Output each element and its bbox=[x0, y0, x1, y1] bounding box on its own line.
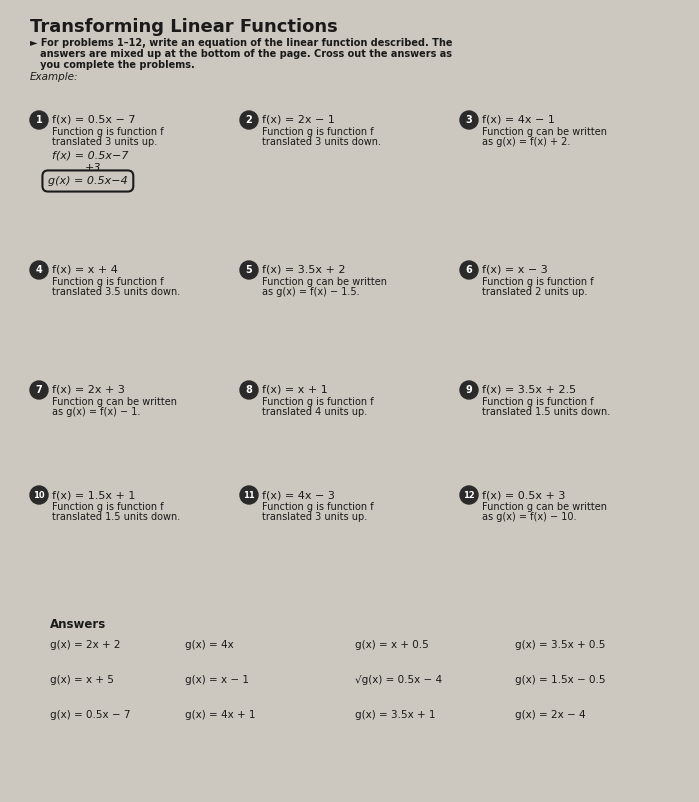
Text: 8: 8 bbox=[245, 385, 252, 395]
Text: as g(x) = f(x) − 1.: as g(x) = f(x) − 1. bbox=[52, 407, 140, 417]
Text: f(x) = 0.5x + 3: f(x) = 0.5x + 3 bbox=[482, 490, 565, 500]
Text: translated 3 units up.: translated 3 units up. bbox=[52, 137, 157, 147]
Text: 2: 2 bbox=[245, 115, 252, 125]
Text: translated 3.5 units down.: translated 3.5 units down. bbox=[52, 287, 180, 297]
Text: Function g is function f: Function g is function f bbox=[262, 502, 374, 512]
Text: 5: 5 bbox=[245, 265, 252, 275]
Text: 9: 9 bbox=[466, 385, 473, 395]
Text: translated 1.5 units down.: translated 1.5 units down. bbox=[482, 407, 610, 417]
Text: f(x) = x + 4: f(x) = x + 4 bbox=[52, 265, 118, 275]
Text: 10: 10 bbox=[33, 491, 45, 500]
Text: g(x) = x − 1: g(x) = x − 1 bbox=[185, 675, 249, 685]
Text: g(x) = 3.5x + 1: g(x) = 3.5x + 1 bbox=[355, 710, 435, 720]
Text: g(x) = x + 0.5: g(x) = x + 0.5 bbox=[355, 640, 428, 650]
Text: f(x) = 0.5x − 7: f(x) = 0.5x − 7 bbox=[52, 115, 136, 125]
Circle shape bbox=[460, 486, 478, 504]
Text: as g(x) = f(x) − 10.: as g(x) = f(x) − 10. bbox=[482, 512, 577, 522]
Text: f(x) = 0.5x−7: f(x) = 0.5x−7 bbox=[52, 150, 129, 160]
Text: translated 4 units up.: translated 4 units up. bbox=[262, 407, 367, 417]
Text: g(x) = x + 5: g(x) = x + 5 bbox=[50, 675, 114, 685]
Text: Function g can be written: Function g can be written bbox=[482, 502, 607, 512]
Text: Answers: Answers bbox=[50, 618, 106, 631]
Text: g(x) = 0.5x − 7: g(x) = 0.5x − 7 bbox=[50, 710, 131, 720]
Text: Function g is function f: Function g is function f bbox=[52, 502, 164, 512]
Text: translated 1.5 units down.: translated 1.5 units down. bbox=[52, 512, 180, 522]
Text: f(x) = x + 1: f(x) = x + 1 bbox=[262, 385, 328, 395]
Text: f(x) = 2x + 3: f(x) = 2x + 3 bbox=[52, 385, 125, 395]
Text: g(x) = 3.5x + 0.5: g(x) = 3.5x + 0.5 bbox=[515, 640, 605, 650]
Circle shape bbox=[30, 486, 48, 504]
Text: Function g is function f: Function g is function f bbox=[482, 397, 593, 407]
Text: Function g is function f: Function g is function f bbox=[262, 397, 374, 407]
Text: Function g is function f: Function g is function f bbox=[482, 277, 593, 287]
Text: g(x) = 2x + 2: g(x) = 2x + 2 bbox=[50, 640, 120, 650]
Text: Example:: Example: bbox=[30, 72, 78, 82]
Circle shape bbox=[30, 111, 48, 129]
Text: f(x) = 4x − 3: f(x) = 4x − 3 bbox=[262, 490, 335, 500]
Text: g(x) = 0.5x−4: g(x) = 0.5x−4 bbox=[48, 176, 128, 186]
Text: g(x) = 4x + 1: g(x) = 4x + 1 bbox=[185, 710, 256, 720]
Text: 12: 12 bbox=[463, 491, 475, 500]
Text: as g(x) = f(x) + 2.: as g(x) = f(x) + 2. bbox=[482, 137, 570, 147]
Circle shape bbox=[30, 261, 48, 279]
Text: translated 2 units up.: translated 2 units up. bbox=[482, 287, 587, 297]
Text: 3: 3 bbox=[466, 115, 473, 125]
Text: Function g is function f: Function g is function f bbox=[262, 127, 374, 137]
Text: f(x) = 1.5x + 1: f(x) = 1.5x + 1 bbox=[52, 490, 136, 500]
Text: f(x) = 2x − 1: f(x) = 2x − 1 bbox=[262, 115, 335, 125]
Text: translated 3 units down.: translated 3 units down. bbox=[262, 137, 381, 147]
Text: Function g can be written: Function g can be written bbox=[262, 277, 387, 287]
Text: you complete the problems.: you complete the problems. bbox=[30, 60, 195, 70]
Circle shape bbox=[240, 261, 258, 279]
Text: √g(x) = 0.5x − 4: √g(x) = 0.5x − 4 bbox=[355, 675, 442, 685]
Circle shape bbox=[240, 111, 258, 129]
Text: 7: 7 bbox=[36, 385, 43, 395]
Circle shape bbox=[240, 486, 258, 504]
Text: 1: 1 bbox=[36, 115, 43, 125]
Circle shape bbox=[30, 381, 48, 399]
Text: Transforming Linear Functions: Transforming Linear Functions bbox=[30, 18, 338, 36]
Text: f(x) = 4x − 1: f(x) = 4x − 1 bbox=[482, 115, 555, 125]
Text: ► For problems 1–12, write an equation of the linear function described. The: ► For problems 1–12, write an equation o… bbox=[30, 38, 452, 48]
Text: f(x) = 3.5x + 2.5: f(x) = 3.5x + 2.5 bbox=[482, 385, 576, 395]
Text: f(x) = 3.5x + 2: f(x) = 3.5x + 2 bbox=[262, 265, 345, 275]
Text: translated 3 units up.: translated 3 units up. bbox=[262, 512, 367, 522]
Text: f(x) = x − 3: f(x) = x − 3 bbox=[482, 265, 548, 275]
Text: Function g can be written: Function g can be written bbox=[52, 397, 177, 407]
Text: Function g is function f: Function g is function f bbox=[52, 277, 164, 287]
Text: Function g can be written: Function g can be written bbox=[482, 127, 607, 137]
Text: g(x) = 1.5x − 0.5: g(x) = 1.5x − 0.5 bbox=[515, 675, 605, 685]
Text: g(x) = 2x − 4: g(x) = 2x − 4 bbox=[515, 710, 586, 720]
Text: g(x) = 4x: g(x) = 4x bbox=[185, 640, 233, 650]
Text: Function g is function f: Function g is function f bbox=[52, 127, 164, 137]
Text: 6: 6 bbox=[466, 265, 473, 275]
Circle shape bbox=[460, 111, 478, 129]
Circle shape bbox=[460, 381, 478, 399]
Circle shape bbox=[460, 261, 478, 279]
Text: as g(x) = f(x) − 1.5.: as g(x) = f(x) − 1.5. bbox=[262, 287, 359, 297]
Text: answers are mixed up at the bottom of the page. Cross out the answers as: answers are mixed up at the bottom of th… bbox=[30, 49, 452, 59]
Text: 4: 4 bbox=[36, 265, 43, 275]
Text: 11: 11 bbox=[243, 491, 255, 500]
Text: +3: +3 bbox=[85, 163, 101, 173]
Circle shape bbox=[240, 381, 258, 399]
